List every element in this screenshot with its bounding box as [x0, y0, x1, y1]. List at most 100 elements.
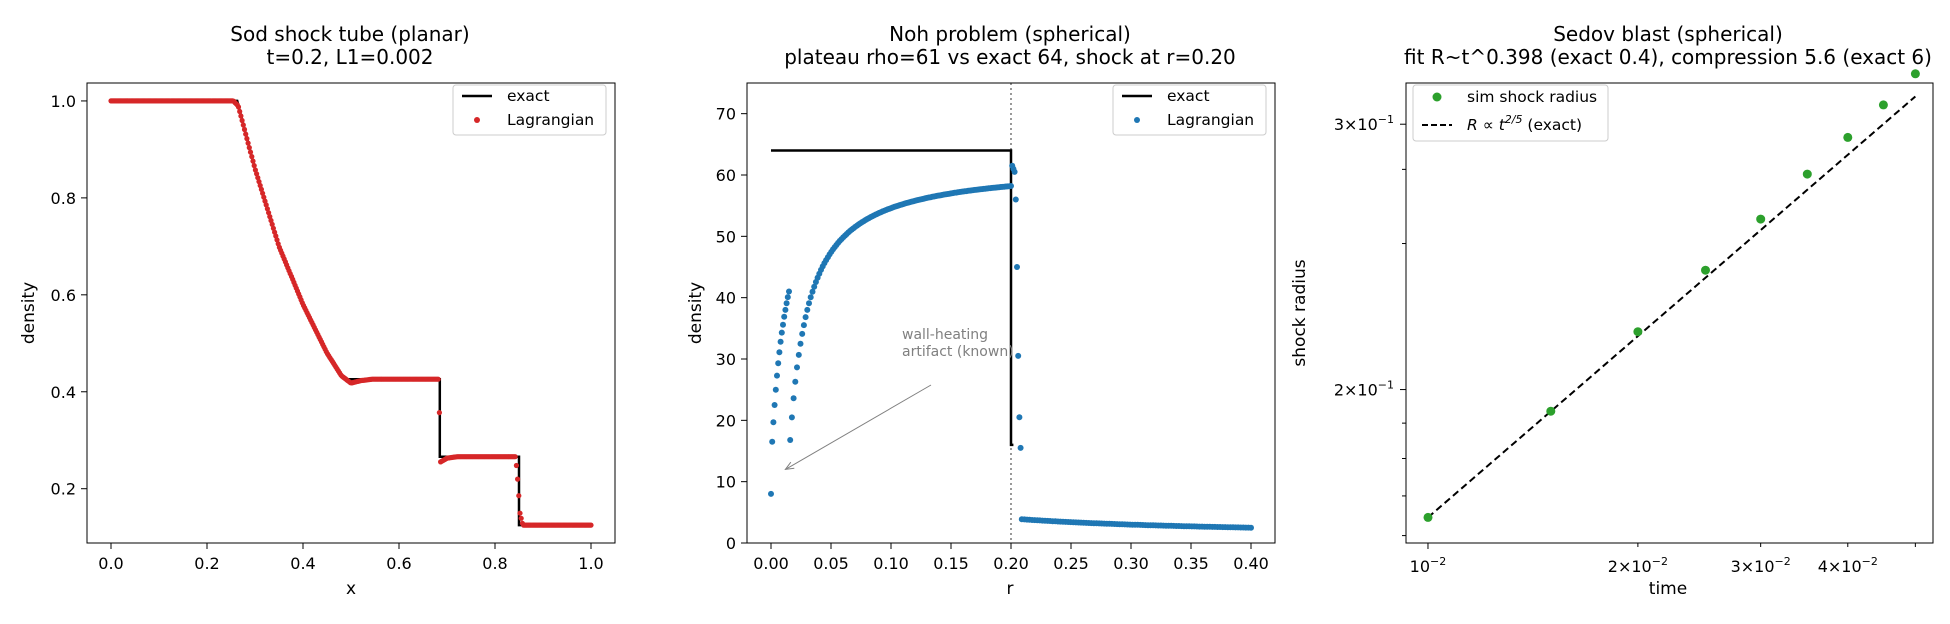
sedov-y-tick-base: 2×10: [1334, 381, 1378, 400]
sod-lagrangian-point: [257, 182, 263, 189]
sedov-x-ticks: 10−2 2×10−2 3×10−2 4×10−2: [1410, 543, 1916, 576]
noh-lagrangian-point: [1014, 264, 1020, 270]
noh-lagrangian-point: [769, 438, 776, 445]
sod-lagrangian-point: [258, 186, 264, 192]
noh-plot-area: [768, 83, 1254, 543]
noh-legend-lagrangian-label: Lagrangian: [1167, 111, 1254, 129]
sod-lagrangian-point: [274, 237, 280, 243]
sod-x-axis-label: x: [346, 579, 356, 599]
noh-y-ticks: 0 10 20 30 40 50 60 70: [716, 105, 747, 553]
noh-x-tick-label: 0.30: [1113, 554, 1149, 573]
sod-lagrangian-point: [255, 175, 261, 181]
sod-exact-line: [111, 99, 591, 527]
sod-legend-lagrangian-swatch: [474, 117, 480, 123]
sedov-legend-box: [1412, 84, 1609, 142]
sedov-y-tick-label: 2×10−1: [1334, 379, 1394, 400]
sedov-title: Sedov blast (spherical): [1553, 22, 1783, 46]
noh-lagrangian-point: [1017, 444, 1024, 451]
noh-lagrangian-point: [768, 490, 774, 497]
noh-y-tick-label: 20: [716, 411, 736, 430]
noh-y-tick-label: 60: [716, 166, 736, 185]
sedov-x-tick-exp: −2: [1652, 555, 1668, 568]
noh-lagrangian-point: [806, 300, 812, 307]
noh-lagrangian-point: [802, 314, 809, 321]
sedov-x-axis-label: time: [1649, 579, 1687, 599]
noh-lagrangian-point: [786, 288, 792, 295]
sedov-legend-sim-swatch: [1432, 92, 1442, 102]
noh-y-tick-label: 30: [716, 350, 736, 369]
sod-lagrangian-point: [513, 462, 520, 469]
noh-lagrangian-point: [775, 360, 782, 367]
noh-x-tick-label: 0.20: [993, 554, 1029, 573]
noh-legend-box: [1112, 84, 1267, 136]
sod-lagrangian-point: [269, 221, 275, 227]
noh-legend: exact Lagrangian: [1112, 84, 1267, 136]
noh-lagrangian-point: [807, 294, 814, 301]
sod-lagrangian-point: [266, 210, 272, 216]
sod-legend-box: [452, 84, 607, 136]
sod-lagrangian-point: [247, 149, 254, 155]
sedov-x-tick-base: 2×10: [1608, 557, 1652, 576]
sod-title: Sod shock tube (planar): [230, 22, 469, 46]
sod-lagrangian-point: [435, 376, 441, 382]
sod-lagrangian-point: [238, 113, 244, 119]
sedov-legend-exact-post: (exact): [1522, 116, 1582, 134]
noh-x-tick-label: 0.35: [1173, 554, 1209, 573]
sedov-axes-frame: [1405, 82, 1934, 544]
sod-lagrangian-point: [264, 206, 270, 212]
sedov-x-tick-label: 2×10−2: [1608, 555, 1668, 576]
sod-lagrangian-point: [273, 233, 279, 239]
sedov-y-ticks: 2×10−13×10−1: [1334, 113, 1406, 537]
noh-annotation-line-1: wall-heating: [902, 327, 988, 343]
noh-lagrangian-point: [772, 386, 779, 393]
panel-sedov: Sedov blast (spherical) fit R~t^0.398 (e…: [1290, 22, 1934, 599]
sod-lagrangian-point: [267, 214, 273, 220]
sod-lagrangian-point: [436, 410, 442, 416]
noh-lagrangian-point: [1012, 196, 1019, 203]
noh-lagrangian-point: [776, 349, 783, 356]
noh-lagrangian-point: [797, 340, 804, 347]
sedov-legend-sim-label: sim shock radius: [1467, 88, 1597, 106]
sedov-legend-exact-pre: R ∝ t: [1467, 116, 1506, 134]
noh-lagrangian-point: [1008, 183, 1014, 189]
noh-y-axis-label: density: [686, 282, 706, 344]
noh-legend-lagrangian-swatch: [1134, 117, 1140, 123]
noh-lagrangian-point: [1016, 414, 1023, 421]
sedov-y-tick-exp: −1: [1378, 113, 1394, 126]
sod-legend: exact Lagrangian: [452, 84, 607, 136]
noh-lagrangian-point: [1248, 524, 1254, 531]
sod-x-tick-label: 0.8: [482, 554, 507, 573]
noh-x-tick-label: 0.25: [1053, 554, 1089, 573]
sod-lagrangian-point: [512, 454, 518, 460]
noh-x-ticks: 0.00 0.05 0.10 0.15 0.20 0.25 0.30 0.35 0.40: [753, 543, 1269, 573]
sod-lagrangian-point: [244, 136, 250, 142]
sod-lagrangian-point: [261, 194, 267, 200]
sod-lagrangian-point: [588, 522, 594, 528]
sod-lagrangian-point: [518, 515, 524, 521]
sedov-sim-point: [1878, 100, 1888, 110]
sod-lagrangian-point: [250, 158, 256, 164]
sedov-sim-point: [1701, 265, 1710, 275]
noh-legend-exact-label: exact: [1167, 87, 1210, 105]
noh-lagrangian-point: [792, 378, 799, 385]
sedov-legend-exact-sup: 2/5: [1505, 113, 1523, 126]
sod-y-tick-label: 0.6: [51, 286, 76, 305]
noh-y-tick-label: 40: [716, 289, 736, 308]
noh-lagrangian-point: [795, 351, 802, 358]
sod-legend-lagrangian-label: Lagrangian: [507, 111, 594, 129]
sod-x-tick-label: 0.0: [98, 554, 123, 573]
sod-lagrangian-point: [517, 510, 523, 516]
noh-y-tick-label: 0: [726, 534, 736, 553]
sedov-legend-exact-label: R ∝ t2/5 (exact): [1467, 113, 1582, 134]
sedov-subtitle: fit R~t^0.398 (exact 0.4), compression 5…: [1404, 45, 1932, 69]
noh-lagrangian-point: [783, 300, 790, 307]
sedov-y-tick-exp: −1: [1378, 379, 1394, 392]
sod-lagrangian-point: [243, 131, 249, 137]
noh-lagrangian-point: [770, 419, 777, 426]
sedov-sim-point: [1546, 406, 1556, 416]
sedov-sim-point: [1802, 169, 1812, 179]
sedov-x-tick-label: 4×10−2: [1818, 555, 1878, 576]
sedov-x-tick-exp: −2: [1862, 555, 1878, 568]
sod-x-tick-label: 0.2: [194, 554, 219, 573]
sod-lagrangian-point: [249, 154, 255, 160]
